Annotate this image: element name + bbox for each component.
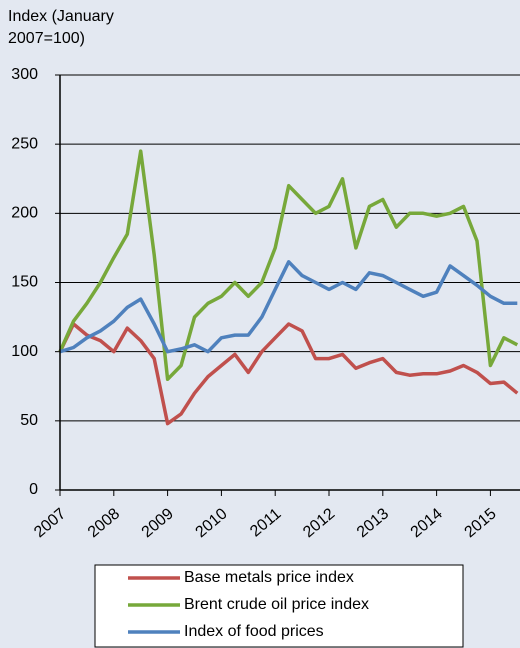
y-tick-label: 300 bbox=[11, 66, 38, 83]
x-tick-label: 2010 bbox=[192, 505, 230, 541]
y-tick-label: 100 bbox=[11, 343, 38, 360]
legend-label: Base metals price index bbox=[184, 569, 354, 586]
y-tick-label: 50 bbox=[20, 412, 38, 429]
x-tick-label: 2007 bbox=[31, 505, 69, 541]
y-tick-label: 0 bbox=[29, 481, 38, 498]
x-tick-label: 2011 bbox=[247, 505, 284, 540]
x-tick-label: 2014 bbox=[408, 505, 446, 541]
y-tick-label: 200 bbox=[11, 205, 38, 222]
x-tick-label: 2012 bbox=[300, 505, 338, 541]
x-tick-label: 2015 bbox=[461, 505, 499, 541]
series-line bbox=[58, 149, 519, 382]
y-tick-label: 250 bbox=[11, 135, 38, 152]
x-tick-label: 2009 bbox=[139, 505, 177, 541]
legend-label: Index of food prices bbox=[184, 623, 324, 640]
x-tick-label: 2013 bbox=[354, 505, 392, 541]
series-line bbox=[58, 322, 519, 426]
legend-label: Brent crude oil price index bbox=[184, 596, 369, 613]
legend: Base metals price index Brent crude oil p… bbox=[94, 564, 464, 648]
series-line bbox=[59, 260, 518, 354]
y-axis-label: Index (January 2007=100) bbox=[8, 8, 114, 47]
y-tick-label: 150 bbox=[11, 274, 38, 291]
x-tick-label: 2008 bbox=[85, 505, 123, 541]
